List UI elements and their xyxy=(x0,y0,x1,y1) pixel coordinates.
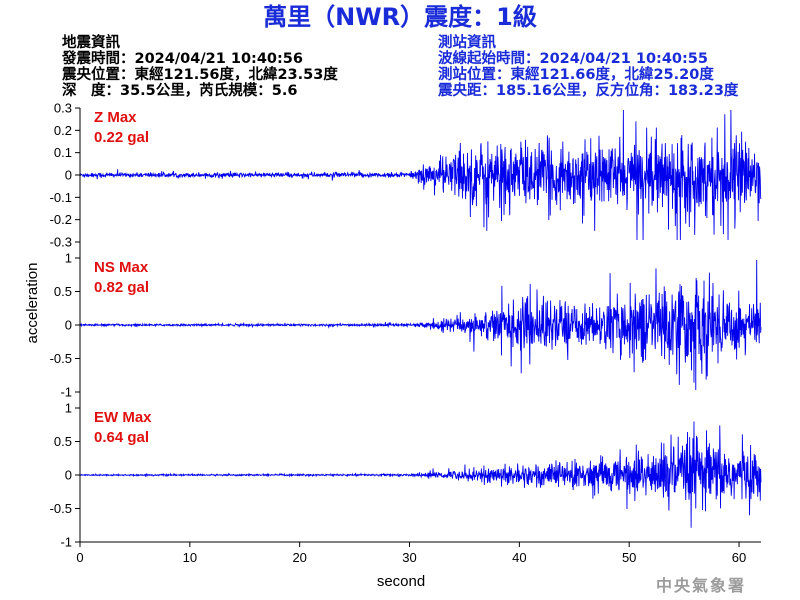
wave-start-time: 波線起始時間：2024/04/21 10:40:55 xyxy=(438,51,708,67)
x-axis-label: second xyxy=(377,573,425,590)
panel-ew: 1 0.5 0 -0.5 -1 EW Max 0.64 gal xyxy=(50,401,762,550)
y-tick-label: 1 xyxy=(65,401,72,416)
max-label: Z Max xyxy=(94,109,137,126)
y-tick-label: 0.3 xyxy=(54,101,72,116)
station-info-heading: 測站資訊 xyxy=(438,35,496,51)
max-value: 0.22 gal xyxy=(94,129,149,146)
x-tick-label: 20 xyxy=(292,550,306,565)
epicentral-distance: 震央距：185.16公里，反方位角：183.23度 xyxy=(438,83,739,99)
y-tick-label: -0.5 xyxy=(50,501,72,516)
y-tick-label: -1 xyxy=(60,385,72,400)
x-tick-label: 10 xyxy=(183,550,197,565)
station-info: 測站資訊 波線起始時間：2024/04/21 10:40:55 測站位置：東經1… xyxy=(438,35,738,99)
depth-magnitude: 深 度：35.5公里，芮氏規模：5.6 xyxy=(62,83,298,99)
trace-z xyxy=(79,110,762,240)
max-label: NS Max xyxy=(94,259,149,276)
y-axis-label: acceleration xyxy=(24,263,41,344)
x-tick-label: 50 xyxy=(622,550,636,565)
y-tick-label: -1 xyxy=(60,535,72,550)
y-tick-label: -0.2 xyxy=(50,212,72,227)
y-tick-label: 0.2 xyxy=(54,123,72,138)
y-tick-label: 0 xyxy=(65,468,72,483)
station-location: 測站位置：東經121.66度，北緯25.20度 xyxy=(438,67,714,83)
max-value: 0.82 gal xyxy=(94,279,149,296)
y-tick-label: -0.1 xyxy=(50,190,72,205)
x-tick-label: 30 xyxy=(402,550,416,565)
origin-time: 發震時間：2024/04/21 10:40:56 xyxy=(62,51,303,67)
credit-mark: 中央氣象署 xyxy=(656,576,747,595)
panel-z: 0.3 0.2 0.1 0 -0.1 -0.2 -0.3 Z Max 0.22 gal xyxy=(50,101,762,250)
y-tick-label: 0.1 xyxy=(54,145,72,160)
y-tick-label: 0 xyxy=(65,318,72,333)
max-label: EW Max xyxy=(94,409,152,426)
earthquake-info: 地震資訊 發震時間：2024/04/21 10:40:56 震央位置：東經121… xyxy=(62,35,338,99)
page-title: 萬里（NWR）震度：1級 xyxy=(263,3,537,31)
panel-ns: 1 0.5 0 -0.5 -1 NS Max 0.82 gal xyxy=(50,251,762,400)
x-tick-label: 40 xyxy=(512,550,526,565)
y-tick-label: 0.5 xyxy=(54,434,72,449)
trace-ew xyxy=(79,421,762,528)
y-tick-label: -0.5 xyxy=(50,351,72,366)
y-tick-label: 1 xyxy=(65,251,72,266)
y-tick-label: 0 xyxy=(65,168,72,183)
y-tick-label: 0.5 xyxy=(54,284,72,299)
x-tick-label: 60 xyxy=(732,550,746,565)
trace-ns xyxy=(79,260,762,390)
earthquake-info-heading: 地震資訊 xyxy=(62,35,120,51)
epicenter: 震央位置：東經121.56度，北緯23.53度 xyxy=(62,67,338,83)
x-tick-label: 0 xyxy=(76,550,83,565)
max-value: 0.64 gal xyxy=(94,429,149,446)
y-tick-label: -0.3 xyxy=(50,235,72,250)
